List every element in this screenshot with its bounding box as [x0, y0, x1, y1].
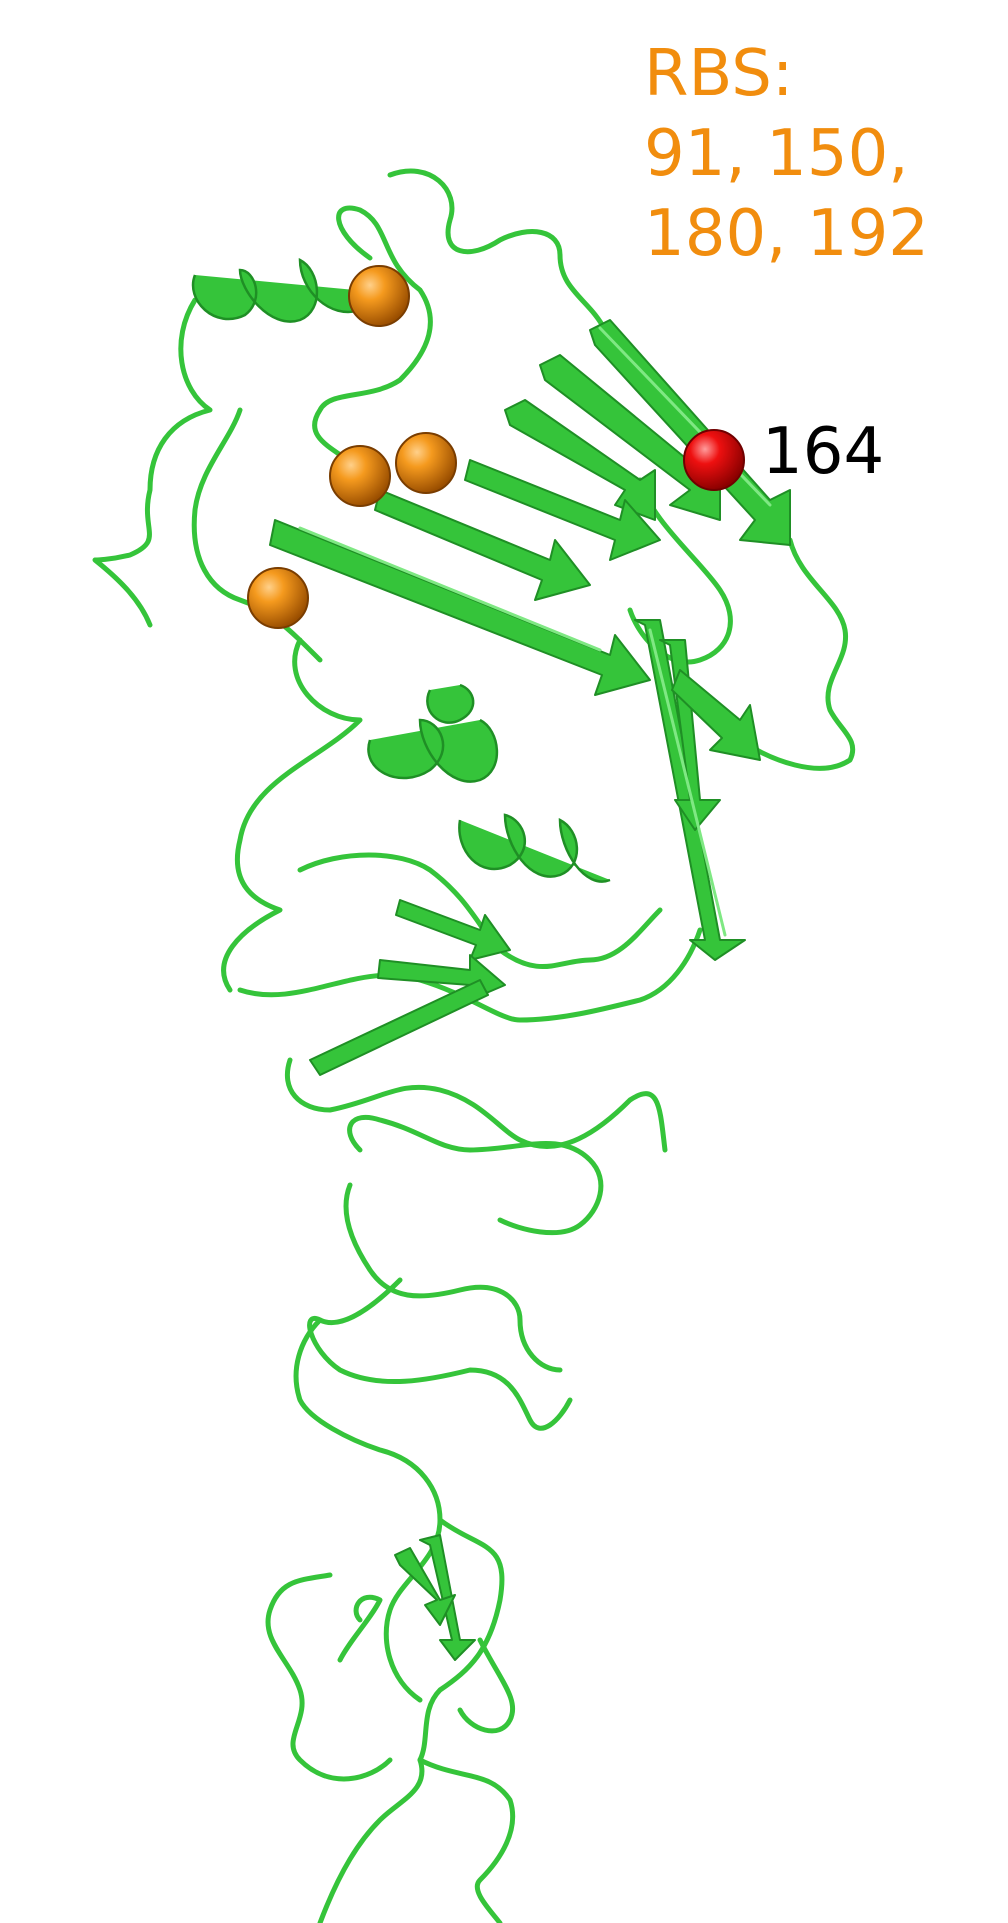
coil-tail-small: [337, 1595, 383, 1663]
strand-right-1: [671, 669, 761, 761]
beta-strands: [269, 319, 791, 1661]
helix-small-left: [426, 683, 475, 724]
coil-lower-loop4: [307, 1277, 573, 1431]
rbs-sphere-1: [348, 265, 410, 327]
coil-right-outer: [737, 537, 856, 771]
helix-mid-1: [367, 718, 499, 783]
strand-lower-1: [309, 979, 489, 1076]
coil-tail-left: [265, 1572, 393, 1782]
alpha-helices: [191, 257, 611, 883]
site-sphere-group: [683, 429, 745, 491]
rbs-residues-line-2: 180, 192: [644, 197, 929, 271]
coil-lower-center: [237, 927, 703, 1023]
rbs-sphere-2: [329, 445, 391, 507]
coil-mid-left: [221, 637, 363, 993]
coil-tail-bottom: [317, 1757, 425, 1923]
strand-mid-1: [395, 899, 511, 961]
strand-center-1: [464, 459, 661, 561]
strand-top-right-1: [589, 319, 791, 546]
strand-top-right-3: [504, 399, 656, 521]
highlight-1: [598, 326, 772, 507]
site-164-label: 164: [762, 415, 885, 489]
helix-top: [191, 257, 375, 323]
rbs-title: RBS:: [644, 37, 794, 111]
coil-top-arc: [387, 168, 608, 333]
coil-top-left: [312, 205, 433, 473]
helix-mid-2: [458, 813, 611, 883]
rbs-sphere-4: [247, 567, 309, 629]
rbs-sphere-3: [395, 432, 457, 494]
strand-tail-2: [394, 1547, 456, 1626]
highlight-3: [648, 628, 727, 937]
site-164-sphere: [683, 429, 745, 491]
strand-center-2: [374, 489, 591, 601]
coil-lower-loop2: [347, 1114, 604, 1236]
coil-left-outer: [92, 297, 213, 628]
strand-top-right-2: [539, 354, 721, 521]
rbs-residues-line-1: 91, 150,: [644, 117, 909, 191]
strand-center-long: [269, 519, 651, 696]
coil-lower-loop5: [293, 1317, 443, 1703]
coil-tail-right: [417, 1757, 516, 1923]
strand-highlights: [298, 326, 772, 937]
highlight-2: [298, 526, 602, 652]
coil-lower-loop1: [284, 1057, 668, 1153]
coil-tail-side: [457, 1637, 516, 1734]
rbs-spheres: [247, 265, 457, 629]
coil-lower-loop3: [343, 1182, 563, 1373]
coil-loops: [92, 168, 856, 1923]
